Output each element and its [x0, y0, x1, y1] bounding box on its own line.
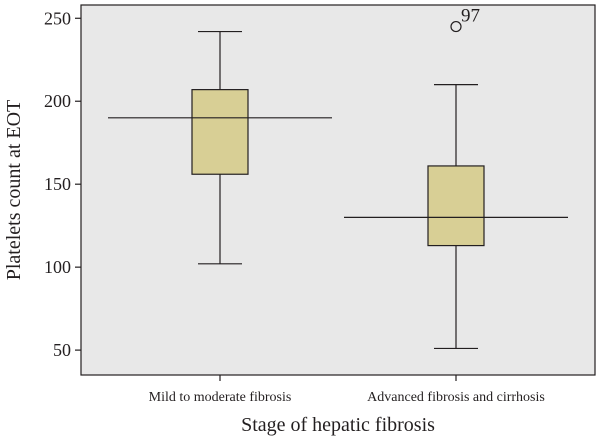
box-group: 97 — [344, 6, 568, 350]
iqr-box — [427, 165, 485, 247]
plot-area — [80, 4, 596, 376]
box-series: 97 — [108, 6, 568, 350]
y-tick-label: 150 — [44, 174, 71, 194]
x-axis: Mild to moderate fibrosis Advanced fibros… — [149, 375, 545, 405]
y-axis-label: Platelets count at EOT — [3, 100, 25, 281]
outlier-point — [450, 20, 462, 33]
y-tick-label: 200 — [44, 91, 71, 111]
x-tick-label: Advanced fibrosis and cirrhosis — [367, 390, 545, 405]
y-tick-label: 50 — [53, 340, 71, 360]
outlier-label: 97 — [461, 6, 480, 27]
y-tick-label: 100 — [44, 257, 71, 277]
y-tick-label: 250 — [44, 8, 71, 28]
x-axis-label: Stage of hepatic fibrosis — [241, 414, 435, 436]
box-group — [108, 30, 332, 265]
iqr-box — [191, 89, 249, 175]
y-axis: 50 100 150 200 250 — [44, 8, 81, 360]
x-tick-label: Mild to moderate fibrosis — [149, 390, 292, 405]
